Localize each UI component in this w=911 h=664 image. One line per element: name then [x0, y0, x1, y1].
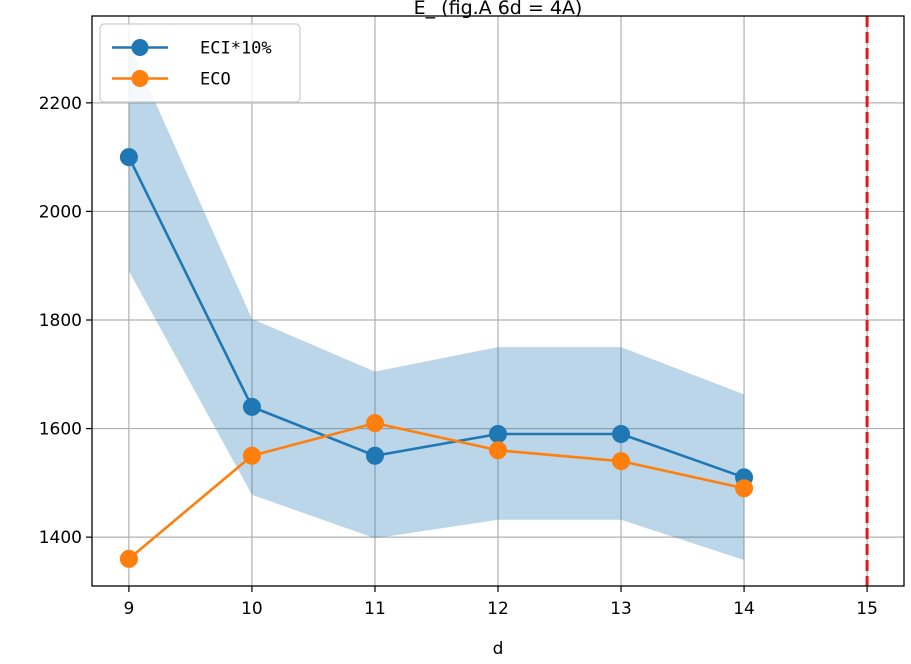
data-point — [489, 441, 507, 460]
legend-swatch-marker — [131, 70, 149, 87]
y-tick-label: 1800 — [39, 311, 82, 331]
chart-title: E_ (fig.A 6d = 4A) — [414, 0, 583, 19]
legend-box — [99, 23, 301, 103]
data-point — [735, 479, 754, 498]
series-line — [128, 421, 745, 560]
data-point — [612, 452, 631, 471]
legend-label: ECI*10% — [200, 39, 272, 59]
data-point — [242, 397, 261, 416]
legend-swatch-marker — [131, 39, 149, 56]
y-tick-label: 2000 — [39, 202, 82, 222]
grid-layer — [92, 16, 904, 586]
data-point — [119, 549, 138, 568]
data-point — [119, 148, 138, 167]
x-tick-label: 14 — [733, 599, 755, 619]
data-point — [242, 446, 261, 465]
x-tick-label: 10 — [241, 599, 263, 619]
data-point — [612, 425, 631, 443]
data-point — [365, 414, 384, 433]
x-tick-label: 11 — [364, 599, 386, 619]
x-tick-label: 9 — [123, 599, 134, 619]
tick-layer: 9 10 11 12 13 14 15 1400 1600 1800 2000 2200 — [39, 94, 878, 619]
series-layer — [119, 148, 754, 568]
data-point — [365, 446, 384, 465]
confidence-band-layer — [128, 43, 745, 560]
x-tick-label: 13 — [610, 599, 632, 619]
data-point — [489, 425, 507, 443]
x-tick-label: 12 — [487, 599, 509, 619]
confidence-band — [128, 43, 745, 560]
series-line — [127, 156, 745, 479]
y-tick-label: 2200 — [39, 94, 82, 114]
x-tick-label: 15 — [856, 599, 878, 619]
y-tick-label: 1600 — [39, 420, 82, 440]
y-tick-label: 1400 — [39, 528, 82, 548]
legend: ECI*10% ECO — [99, 23, 301, 103]
x-axis-label: d — [493, 639, 504, 659]
legend-label: ECO — [200, 70, 231, 90]
